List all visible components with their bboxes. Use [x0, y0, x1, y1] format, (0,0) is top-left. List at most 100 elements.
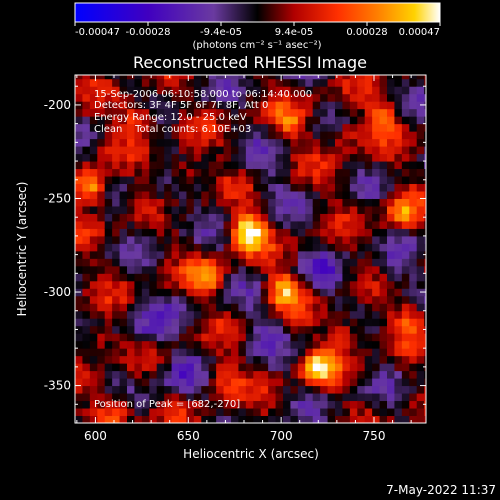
- heatmap-cell: [238, 348, 247, 357]
- heatmap-cell: [141, 393, 150, 402]
- heatmap-cell: [193, 393, 202, 402]
- heatmap-cell: [401, 220, 410, 229]
- heatmap-cell: [156, 340, 165, 349]
- heatmap-cell: [372, 385, 381, 394]
- heatmap-cell: [97, 183, 106, 192]
- heatmap-cell: [89, 415, 98, 423]
- heatmap-cell: [75, 116, 83, 125]
- heatmap-cell: [82, 378, 91, 387]
- heatmap-cell: [260, 93, 269, 102]
- heatmap-cell: [156, 265, 165, 274]
- heatmap-cell: [260, 408, 269, 417]
- heatmap-cell: [193, 131, 202, 140]
- heatmap-cell: [149, 295, 158, 304]
- heatmap-cell: [164, 183, 173, 192]
- heatmap-cell: [164, 101, 173, 110]
- heatmap-cell: [112, 235, 121, 244]
- heatmap-cell: [372, 205, 381, 214]
- heatmap-cell: [75, 340, 83, 349]
- heatmap-cell: [379, 348, 388, 357]
- heatmap-cell: [401, 93, 410, 102]
- heatmap-cell: [141, 250, 150, 259]
- heatmap-cell: [89, 280, 98, 289]
- heatmap-cell: [409, 161, 418, 170]
- heatmap-cell: [342, 78, 351, 87]
- heatmap-cell: [141, 415, 150, 423]
- heatmap-cell: [260, 355, 269, 364]
- heatmap-cell: [297, 146, 306, 155]
- heatmap-cell: [186, 303, 195, 312]
- heatmap-cell: [283, 205, 291, 214]
- heatmap-cell: [372, 273, 381, 282]
- heatmap-cell: [104, 385, 113, 394]
- heatmap-cell: [387, 415, 395, 423]
- heatmap-cell: [208, 138, 217, 147]
- heatmap-cell: [216, 153, 225, 162]
- heatmap-cell: [171, 205, 180, 214]
- heatmap-cell: [409, 333, 418, 342]
- heatmap-cell: [275, 348, 284, 357]
- heatmap-cell: [305, 228, 314, 237]
- heatmap-cell: [179, 273, 187, 282]
- heatmap-cell: [357, 191, 366, 199]
- heatmap-cell: [193, 228, 202, 237]
- heatmap-cell: [89, 348, 98, 357]
- heatmap-cell: [201, 325, 210, 334]
- heatmap-cell: [112, 86, 121, 95]
- heatmap-cell: [82, 161, 91, 170]
- heatmap-cell: [297, 295, 306, 304]
- heatmap-cell: [75, 393, 83, 402]
- heatmap-cell: [387, 273, 395, 282]
- heatmap-cell: [231, 93, 239, 102]
- heatmap-cell: [409, 123, 418, 132]
- heatmap-cell: [82, 101, 91, 110]
- heatmap-cell: [260, 288, 269, 297]
- heatmap-cell: [119, 250, 128, 259]
- heatmap-cell: [75, 138, 83, 147]
- heatmap-cell: [156, 355, 165, 364]
- heatmap-cell: [201, 220, 210, 229]
- heatmap-cell: [372, 168, 381, 177]
- heatmap-cell: [149, 198, 158, 207]
- heatmap-cell: [320, 370, 329, 379]
- heatmap-cell: [223, 161, 232, 170]
- heatmap-cell: [394, 116, 403, 125]
- heatmap-cell: [238, 213, 247, 222]
- heatmap-cell: [275, 280, 284, 289]
- heatmap-cell: [75, 385, 83, 394]
- heatmap-cell: [409, 75, 418, 80]
- heatmap-cell: [216, 101, 225, 110]
- heatmap-cell: [253, 86, 262, 95]
- heatmap-cell: [149, 116, 158, 125]
- heatmap-cell: [75, 183, 83, 192]
- heatmap-cell: [305, 258, 314, 267]
- heatmap-cell: [283, 280, 291, 289]
- heatmap-cell: [82, 75, 91, 80]
- heatmap-cell: [372, 93, 381, 102]
- heatmap-cell: [97, 355, 106, 364]
- heatmap-cell: [201, 363, 210, 372]
- heatmap-cell: [364, 108, 373, 117]
- heatmap-cell: [97, 198, 106, 207]
- heatmap-cell: [342, 303, 351, 312]
- heatmap-cell: [75, 146, 83, 155]
- heatmap-cell: [97, 400, 106, 409]
- y-axis-ticks: -350-300-250-200: [44, 85, 426, 405]
- heatmap-cell: [245, 318, 254, 327]
- heatmap-cell: [238, 205, 247, 214]
- heatmap-cell: [223, 288, 232, 297]
- heatmap-cell: [349, 318, 358, 327]
- heatmap-cell: [297, 86, 306, 95]
- heatmap-cell: [112, 243, 121, 252]
- heatmap-cell: [424, 116, 426, 125]
- heatmap-cell: [179, 408, 187, 417]
- heatmap-cell: [216, 295, 225, 304]
- heatmap-cell: [112, 168, 121, 177]
- heatmap-cell: [245, 400, 254, 409]
- heatmap-cell: [379, 415, 388, 423]
- heatmap-cell: [387, 303, 395, 312]
- heatmap-cell: [401, 75, 410, 80]
- heatmap-cell: [149, 228, 158, 237]
- heatmap-cell: [134, 183, 143, 192]
- heatmap-cell: [89, 161, 98, 170]
